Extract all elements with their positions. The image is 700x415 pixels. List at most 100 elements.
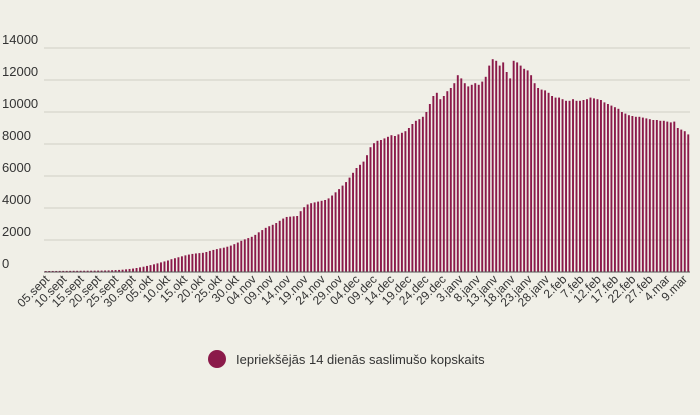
data-bar (523, 68, 526, 272)
data-bar (547, 92, 550, 272)
data-bar (544, 90, 547, 273)
data-bar (104, 270, 107, 272)
data-bar (530, 75, 533, 272)
data-bar (537, 88, 540, 272)
data-bar (366, 155, 368, 272)
data-bar (282, 218, 285, 272)
data-bar (114, 270, 117, 272)
data-bar (142, 266, 145, 272)
data-bar (331, 195, 334, 272)
data-bar (533, 83, 536, 272)
data-bar (676, 128, 679, 272)
data-bar (565, 100, 567, 272)
data-bar (386, 136, 389, 272)
data-bar (593, 98, 595, 273)
data-bar (229, 245, 232, 272)
data-bar (432, 96, 435, 272)
data-bar (558, 97, 561, 272)
data-bar (596, 99, 599, 272)
data-bar (666, 121, 669, 272)
data-bar (170, 259, 173, 272)
data-bar (69, 270, 72, 272)
data-bar (153, 264, 155, 272)
data-bar (289, 216, 292, 272)
data-bar (400, 132, 403, 272)
y-tick-label: 12000 (2, 64, 38, 79)
data-bar (641, 117, 644, 272)
legend: Iepriekšējās 14 dienās saslimušo kopskai… (208, 350, 485, 368)
data-bar (425, 112, 428, 272)
data-bar (198, 253, 201, 272)
data-bar (146, 265, 148, 272)
data-bar (334, 192, 337, 272)
data-bar (648, 119, 651, 272)
data-bar (589, 97, 592, 272)
data-bar (121, 269, 124, 272)
y-tick-label: 4000 (2, 192, 31, 207)
data-bar (404, 131, 407, 272)
data-bar (631, 116, 634, 272)
data-bar (208, 250, 211, 272)
data-bar (177, 257, 180, 272)
data-bar (201, 252, 204, 272)
data-bar (310, 203, 313, 272)
data-bar (579, 100, 581, 272)
data-bar (219, 248, 222, 272)
data-bar (135, 268, 138, 272)
data-bar (247, 238, 250, 272)
data-bar (669, 122, 672, 273)
data-bar (467, 86, 470, 273)
data-bar (118, 269, 121, 272)
data-bar (512, 60, 515, 272)
data-bar (139, 267, 141, 272)
data-bar (254, 234, 257, 272)
data-bar (453, 83, 456, 272)
data-bar (324, 200, 327, 272)
data-bar (428, 104, 431, 272)
data-bar (93, 270, 96, 272)
data-bar (125, 269, 128, 272)
data-bar (222, 247, 225, 272)
data-bar (484, 76, 487, 272)
data-bar (362, 161, 365, 272)
data-bar (313, 202, 316, 272)
data-bar (97, 270, 100, 272)
data-bar (463, 83, 466, 272)
data-bar (620, 112, 623, 272)
data-bar (446, 91, 449, 272)
legend-label: Iepriekšējās 14 dienās saslimušo kopskai… (236, 351, 485, 367)
data-bar (320, 200, 323, 272)
data-bar (261, 230, 264, 272)
data-bar (243, 239, 246, 272)
data-bar (599, 100, 602, 272)
data-bar (215, 249, 218, 272)
data-bar (586, 99, 588, 272)
legend-swatch-icon (208, 350, 226, 368)
data-bar (100, 270, 103, 272)
data-bar (160, 262, 162, 272)
data-bar (634, 116, 637, 272)
data-bar (680, 129, 683, 272)
data-bar (582, 100, 585, 272)
data-bar (435, 92, 438, 272)
data-bar (505, 72, 508, 272)
data-bar (554, 97, 557, 272)
data-bar (502, 62, 505, 273)
data-bar (62, 270, 65, 272)
data-bar (191, 253, 194, 272)
data-bar (638, 116, 641, 272)
data-bar (673, 121, 676, 272)
data-bar (390, 135, 393, 272)
data-bar (610, 105, 613, 272)
data-bar (167, 260, 169, 272)
data-bar (687, 134, 690, 272)
data-bar (299, 211, 302, 272)
data-bar (65, 270, 68, 272)
data-bar (149, 265, 152, 272)
data-bar (83, 270, 86, 272)
data-bar (317, 201, 320, 272)
data-bar (516, 62, 519, 273)
data-bar (421, 116, 424, 272)
